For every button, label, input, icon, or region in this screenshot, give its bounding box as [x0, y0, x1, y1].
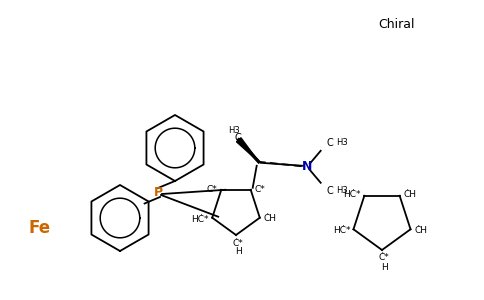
- Text: N: N: [302, 160, 312, 173]
- Text: P: P: [153, 185, 163, 199]
- Text: H3: H3: [336, 138, 348, 147]
- Text: ĊH: ĊH: [263, 214, 276, 223]
- Text: Fe: Fe: [29, 219, 51, 237]
- Text: Chiral: Chiral: [378, 18, 414, 31]
- Text: Ċ*: Ċ*: [233, 238, 243, 247]
- Text: H: H: [235, 248, 242, 256]
- Text: ĊH: ĊH: [414, 226, 427, 235]
- Text: HĊ*: HĊ*: [333, 226, 350, 235]
- Text: H: H: [380, 262, 387, 272]
- Text: HĊ*: HĊ*: [192, 215, 209, 224]
- Text: ĊH: ĊH: [403, 190, 416, 199]
- Text: H3: H3: [228, 126, 240, 135]
- Text: Ċ*: Ċ*: [378, 254, 389, 262]
- Text: HĊ*: HĊ*: [344, 190, 361, 199]
- Text: C*: C*: [254, 185, 265, 194]
- Text: H3: H3: [336, 186, 348, 195]
- Text: C: C: [327, 186, 333, 196]
- Text: C*: C*: [207, 185, 218, 194]
- Text: C: C: [234, 133, 241, 143]
- Text: C: C: [327, 138, 333, 148]
- Polygon shape: [237, 138, 258, 162]
